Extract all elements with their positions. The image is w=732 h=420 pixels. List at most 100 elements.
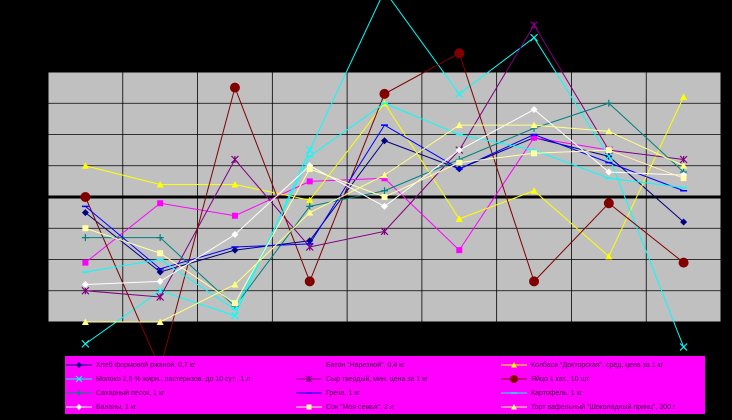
series-9 (81, 102, 688, 311)
data-point (455, 121, 463, 129)
legend-item: Молоко 2,5 % жирн., пастеризов. до 10 су… (65, 372, 295, 386)
data-point (530, 21, 538, 30)
series-7 (81, 99, 688, 310)
data-point (511, 362, 517, 368)
data-point (306, 202, 314, 210)
data-point (306, 362, 312, 368)
data-point (304, 276, 315, 287)
data-point (306, 237, 314, 245)
legend-item: Сыр твердый, мин. цена за 1 кг (295, 372, 500, 386)
data-point (530, 187, 538, 194)
data-point (306, 196, 314, 204)
series-line (85, 0, 685, 348)
data-point (456, 247, 463, 254)
legend-swatch (296, 404, 322, 410)
data-point (510, 375, 518, 383)
legend-label: Хлеб формовой ржаной, 0,7 кг (96, 361, 196, 369)
data-point (156, 293, 165, 301)
data-point (81, 162, 89, 169)
series-11 (82, 147, 687, 307)
legend-item: Батон "Нарезной", 0,4 кг (295, 358, 500, 372)
data-point (156, 181, 164, 188)
data-point (231, 300, 238, 307)
data-point (81, 234, 89, 242)
data-point (381, 187, 388, 195)
data-point (229, 82, 240, 93)
series-4 (81, 0, 688, 351)
data-point (530, 106, 538, 113)
legend-item: Бананы, 1 кг (65, 400, 295, 414)
legend-label: Батон "Нарезной", 0,4 кг (326, 361, 405, 369)
legend-swatch (296, 362, 322, 368)
data-point (82, 259, 89, 266)
data-point (529, 276, 540, 287)
data-point (156, 277, 164, 285)
data-point (530, 121, 538, 129)
data-point (381, 202, 388, 210)
data-point (680, 175, 687, 182)
data-point (605, 252, 613, 260)
data-point (306, 404, 312, 410)
data-point (605, 99, 613, 107)
data-point (455, 146, 463, 154)
data-point (81, 339, 90, 348)
legend-label: Сыр твердый, мин. цена за 1 кг (326, 375, 428, 383)
data-point (82, 225, 89, 232)
legend-label: Картофель, 1 кг (531, 389, 583, 397)
legend-item: Хлеб формовой ржаной, 0,7 кг (65, 358, 295, 372)
data-point (231, 181, 239, 188)
legend-item: Колбаса "Докторская", сред. цена за 1 кг (500, 358, 705, 372)
data-point (80, 192, 91, 202)
data-point (81, 318, 89, 325)
legend-label: Колбаса "Докторская", сред. цена за 1 кг (531, 361, 664, 369)
data-point (678, 257, 689, 268)
data-point (81, 209, 89, 217)
data-point (81, 281, 89, 288)
legend: Хлеб формовой ржаной, 0,7 кг Батон "Нарез… (65, 356, 705, 414)
data-point (381, 194, 388, 200)
legend-item: Торт вафельный "Шоколадный принц", 300 г (500, 400, 705, 414)
data-point (156, 268, 164, 276)
data-point (679, 155, 688, 164)
legend-label: Сок "Моя семья", 2 л (326, 403, 394, 411)
legend-item: Картофель, 1 кг (500, 386, 705, 400)
data-point (305, 243, 314, 251)
legend-swatch (66, 375, 92, 383)
data-point (231, 281, 239, 288)
data-point (679, 343, 688, 351)
data-point (455, 89, 464, 98)
data-point (603, 198, 614, 209)
data-point (531, 134, 538, 141)
legend-item: Сок "Моя семья", 2 л (295, 400, 500, 414)
data-point (76, 404, 82, 410)
data-point (605, 127, 613, 135)
data-point (680, 93, 688, 100)
data-point (157, 200, 164, 207)
data-point (76, 390, 82, 396)
data-point (306, 165, 313, 172)
data-point (380, 227, 389, 236)
data-point (456, 159, 463, 166)
data-point (76, 362, 82, 368)
data-point (306, 209, 314, 216)
legend-label: Греча, 1 кг (326, 389, 360, 397)
data-point (231, 246, 239, 254)
data-point (75, 375, 83, 383)
legend-swatch (501, 404, 527, 410)
data-point (381, 171, 388, 179)
legend-swatch (296, 375, 322, 383)
data-point (455, 215, 463, 222)
data-point (305, 146, 314, 155)
legend-swatch (66, 404, 92, 410)
legend-label: Яйцо 1 кат., 10 шт. (531, 375, 591, 383)
legend-item: Греча, 1 кг (295, 386, 500, 400)
legend-label: Торт вафельный "Шоколадный принц", 300 г (531, 403, 676, 411)
legend-swatch (66, 362, 92, 368)
data-point (157, 250, 164, 257)
data-point (605, 147, 612, 154)
series-12 (81, 121, 688, 325)
legend-label: Бананы, 1 кг (96, 403, 137, 411)
legend-label: Молоко 2,5 % жирн., пастеризов. до 10 су… (96, 375, 251, 383)
